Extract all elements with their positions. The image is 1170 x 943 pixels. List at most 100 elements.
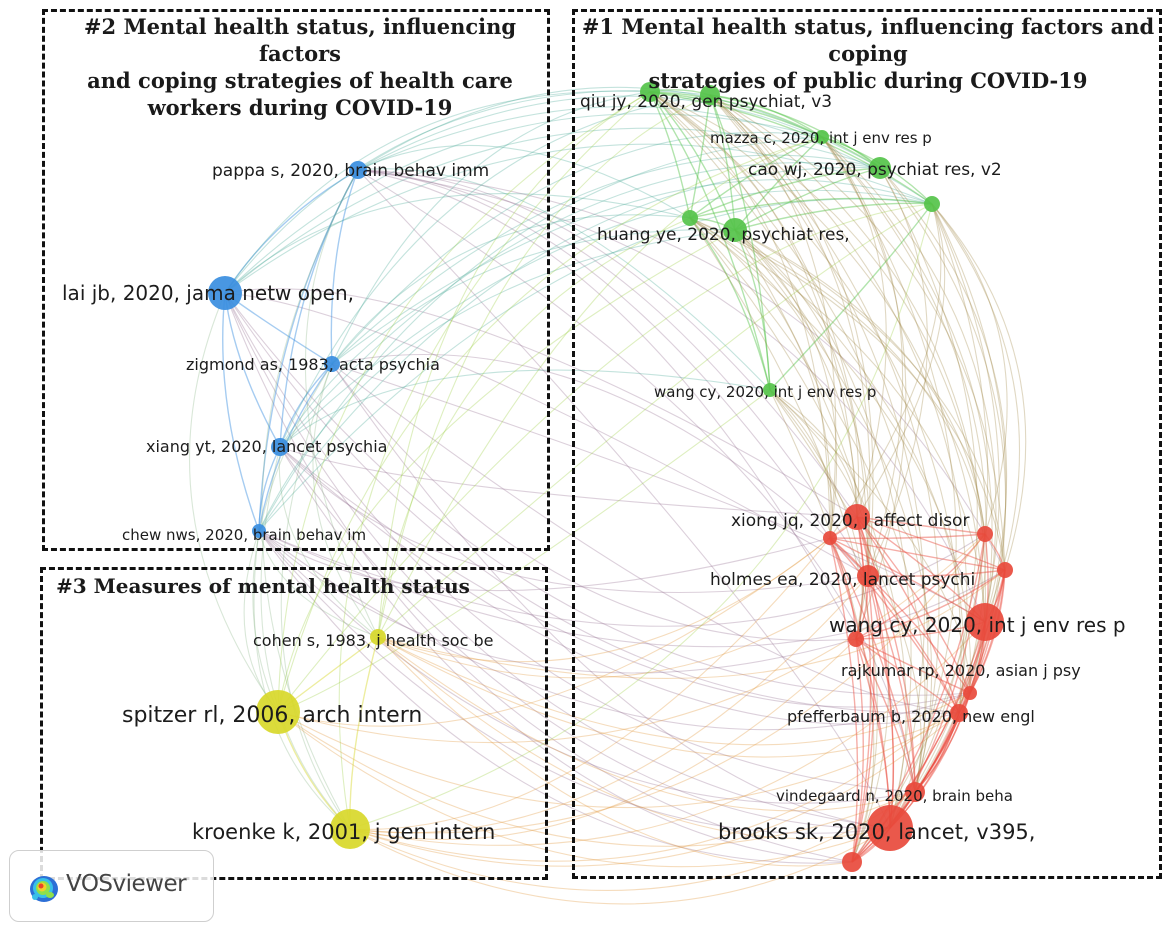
edge-link: [357, 95, 881, 171]
node-n3[interactable]: [324, 356, 340, 372]
edge-link: [829, 537, 916, 793]
cluster-box-2: [42, 9, 550, 551]
edge-link: [331, 91, 651, 365]
cluster-title-2-line-1: #2 Mental health status, influencing fac…: [83, 14, 517, 66]
edge-link: [331, 179, 933, 365]
edge-link: [349, 533, 986, 834]
node-n1[interactable]: [208, 276, 242, 310]
node-x0[interactable]: [700, 85, 720, 105]
node-x3[interactable]: [977, 526, 993, 542]
node-n18[interactable]: [370, 629, 386, 645]
node-n5[interactable]: [252, 524, 266, 538]
edge-link: [277, 203, 933, 713]
edge-link: [224, 292, 960, 714]
edge-link: [279, 94, 711, 448]
edge-link: [279, 169, 359, 448]
edge-link: [377, 136, 823, 638]
edge-link: [331, 363, 891, 829]
node-x7[interactable]: [823, 531, 837, 545]
node-n20[interactable]: [330, 809, 370, 849]
edge-link: [734, 229, 986, 535]
edge-link: [734, 136, 823, 231]
edge-link: [689, 217, 832, 539]
edge-link: [821, 136, 904, 577]
edge-link: [649, 91, 962, 714]
node-n14[interactable]: [848, 631, 864, 647]
edge-link: [709, 94, 968, 714]
edge-link: [349, 712, 960, 867]
node-n8[interactable]: [869, 157, 891, 179]
edge-link: [224, 143, 933, 294]
edge-link: [867, 575, 916, 793]
edge-link: [349, 827, 891, 905]
edge-link: [889, 203, 1000, 829]
edge-link: [829, 537, 960, 714]
edge-link: [224, 90, 651, 294]
node-n10[interactable]: [763, 383, 777, 397]
edge-link: [879, 167, 1008, 623]
edge-link: [331, 363, 960, 714]
node-n4[interactable]: [271, 438, 289, 456]
node-n13[interactable]: [966, 603, 1004, 641]
node-n15[interactable]: [950, 704, 968, 722]
edge-link: [377, 636, 971, 746]
edge-link: [277, 711, 891, 868]
edge-link: [769, 389, 858, 518]
edge-link: [769, 203, 933, 391]
node-label-n3: zigmond as, 1983, acta psychia: [186, 355, 440, 374]
edge-link: [377, 217, 691, 638]
edge-link: [855, 533, 986, 640]
node-n19[interactable]: [256, 690, 300, 734]
edge-link: [879, 167, 978, 829]
edge-link: [649, 91, 691, 219]
edge-link: [222, 292, 260, 532]
edge-link: [649, 91, 933, 205]
node-n17[interactable]: [867, 805, 913, 851]
node-n7[interactable]: [815, 130, 829, 144]
edge-link: [279, 369, 771, 448]
edge-link: [734, 229, 771, 391]
node-n16[interactable]: [905, 782, 925, 802]
node-x1[interactable]: [682, 210, 698, 226]
node-n9[interactable]: [723, 218, 747, 242]
node-x5[interactable]: [963, 686, 977, 700]
node-x6[interactable]: [842, 852, 862, 872]
node-label-n11: xiong jq, 2020, j affect disor: [731, 511, 969, 531]
edge-link: [312, 363, 379, 638]
node-label-n12: holmes ea, 2020, lancet psychi: [710, 570, 975, 590]
edge-link: [357, 169, 1006, 571]
node-label-n18: cohen s, 1983, j health soc be: [253, 631, 493, 650]
edge-link: [931, 203, 1027, 571]
edge-link: [709, 94, 1006, 571]
edge-link: [821, 136, 887, 518]
edge-link: [258, 530, 857, 674]
node-label-n10: wang cy, 2020, int j env res p: [654, 383, 876, 401]
node-label-n9: huang ye, 2020, psychiat res,: [597, 225, 850, 245]
node-n2[interactable]: [349, 161, 367, 179]
node-x4[interactable]: [997, 562, 1013, 578]
edge-link: [856, 516, 1006, 571]
edge-link: [224, 193, 691, 294]
edge-link: [224, 292, 853, 863]
node-n12[interactable]: [857, 565, 879, 587]
node-n6[interactable]: [640, 82, 660, 102]
edge-link: [867, 569, 1006, 577]
edge-link: [709, 94, 874, 577]
node-label-n8: cao wj, 2020, psychiat res, v2: [748, 160, 1002, 180]
node-x2[interactable]: [924, 196, 940, 212]
node-n11[interactable]: [844, 504, 870, 530]
edge-link: [709, 94, 771, 391]
edge-link: [224, 288, 858, 518]
edge-link: [357, 169, 857, 640]
edge-link: [829, 537, 971, 694]
cluster-title-1-line-2: strategies of public during COVID-19: [648, 68, 1088, 93]
edge-link: [261, 169, 359, 830]
vosviewer-brand-label: VOSviewer: [66, 871, 187, 897]
edge-link: [851, 575, 875, 863]
edge-link: [279, 446, 858, 518]
edge-link: [258, 530, 986, 627]
edge-link: [304, 169, 379, 638]
edge-link: [331, 154, 881, 365]
edge-link: [689, 217, 858, 518]
edge-link: [769, 389, 875, 863]
